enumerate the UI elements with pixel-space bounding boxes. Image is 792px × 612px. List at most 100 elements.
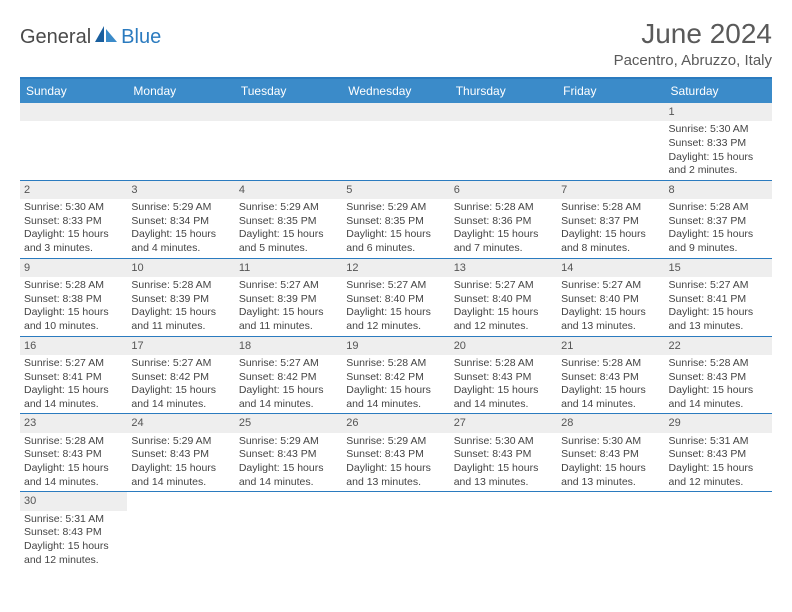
sunrise-text: Sunrise: 5:29 AM xyxy=(239,435,338,449)
calendar-cell: 28Sunrise: 5:30 AMSunset: 8:43 PMDayligh… xyxy=(557,414,664,492)
sunrise-text: Sunrise: 5:30 AM xyxy=(669,123,768,137)
daylight-text: Daylight: 15 hours and 14 minutes. xyxy=(239,384,338,411)
sunrise-text: Sunrise: 5:28 AM xyxy=(454,357,553,371)
sunrise-text: Sunrise: 5:27 AM xyxy=(669,279,768,293)
calendar-cell xyxy=(450,103,557,180)
sunset-text: Sunset: 8:43 PM xyxy=(346,448,445,462)
daylight-text: Daylight: 15 hours and 12 minutes. xyxy=(346,306,445,333)
calendar-cell: 10Sunrise: 5:28 AMSunset: 8:39 PMDayligh… xyxy=(127,258,234,336)
sunset-text: Sunset: 8:43 PM xyxy=(239,448,338,462)
day-details: Sunrise: 5:30 AMSunset: 8:43 PMDaylight:… xyxy=(450,433,557,492)
day-number: 27 xyxy=(450,414,557,432)
day-number: 16 xyxy=(20,337,127,355)
location: Pacentro, Abruzzo, Italy xyxy=(614,52,772,69)
sunset-text: Sunset: 8:43 PM xyxy=(24,526,123,540)
day-details: Sunrise: 5:27 AMSunset: 8:42 PMDaylight:… xyxy=(127,355,234,414)
day-number: 19 xyxy=(342,337,449,355)
day-number: 26 xyxy=(342,414,449,432)
day-number: 30 xyxy=(20,492,127,510)
weekday-header: Wednesday xyxy=(342,78,449,103)
day-number: 25 xyxy=(235,414,342,432)
calendar-cell: 29Sunrise: 5:31 AMSunset: 8:43 PMDayligh… xyxy=(665,414,772,492)
day-number: 4 xyxy=(235,181,342,199)
day-details: Sunrise: 5:29 AMSunset: 8:43 PMDaylight:… xyxy=(127,433,234,492)
day-details: Sunrise: 5:29 AMSunset: 8:35 PMDaylight:… xyxy=(235,199,342,258)
day-number: 17 xyxy=(127,337,234,355)
sunset-text: Sunset: 8:40 PM xyxy=(561,293,660,307)
day-number: 22 xyxy=(665,337,772,355)
daylight-text: Daylight: 15 hours and 14 minutes. xyxy=(131,384,230,411)
sunset-text: Sunset: 8:43 PM xyxy=(24,448,123,462)
calendar-cell: 3Sunrise: 5:29 AMSunset: 8:34 PMDaylight… xyxy=(127,180,234,258)
sunrise-text: Sunrise: 5:28 AM xyxy=(346,357,445,371)
day-details: Sunrise: 5:27 AMSunset: 8:40 PMDaylight:… xyxy=(342,277,449,336)
logo: General Blue xyxy=(20,24,161,50)
day-number: 15 xyxy=(665,259,772,277)
sunrise-text: Sunrise: 5:30 AM xyxy=(454,435,553,449)
day-number: 14 xyxy=(557,259,664,277)
sunrise-text: Sunrise: 5:30 AM xyxy=(561,435,660,449)
daylight-text: Daylight: 15 hours and 14 minutes. xyxy=(669,384,768,411)
sunrise-text: Sunrise: 5:28 AM xyxy=(669,357,768,371)
daylight-text: Daylight: 15 hours and 5 minutes. xyxy=(239,228,338,255)
sunset-text: Sunset: 8:35 PM xyxy=(346,215,445,229)
calendar-row: 16 Sunrise: 5:27 AM Sunset: 8:41 PM Dayligh… xyxy=(20,336,772,414)
calendar-cell: 1Sunrise: 5:30 AMSunset: 8:33 PMDaylight… xyxy=(665,103,772,180)
day-number: 5 xyxy=(342,181,449,199)
sunrise-text: Sunrise: 5:27 AM xyxy=(131,357,230,371)
sunrise-text: Sunrise: 5:27 AM xyxy=(239,279,338,293)
day-details: Sunrise: 5:29 AMSunset: 8:35 PMDaylight:… xyxy=(342,199,449,258)
day-number: 23 xyxy=(20,414,127,432)
daylight-text: Daylight: 15 hours and 3 minutes. xyxy=(24,228,123,255)
calendar-cell xyxy=(20,103,127,180)
month-title: June 2024 xyxy=(614,18,772,50)
day-details: Sunrise: 5:30 AMSunset: 8:43 PMDaylight:… xyxy=(557,433,664,492)
daylight-text: Daylight: 15 hours and 13 minutes. xyxy=(561,306,660,333)
sunset-text: Sunset: 8:40 PM xyxy=(454,293,553,307)
calendar-table: SundayMondayTuesdayWednesdayThursdayFrid… xyxy=(20,77,772,569)
sunset-text: Sunset: 8:33 PM xyxy=(669,137,768,151)
sunrise-text: Sunrise: 5:28 AM xyxy=(131,279,230,293)
sunrise-text: Sunrise: 5:28 AM xyxy=(561,201,660,215)
daylight-text: Daylight: 15 hours and 2 minutes. xyxy=(669,151,768,178)
day-details: Sunrise: 5:30 AMSunset: 8:33 PMDaylight:… xyxy=(665,121,772,180)
sunrise-text: Sunrise: 5:29 AM xyxy=(239,201,338,215)
weekday-header: Saturday xyxy=(665,78,772,103)
day-number: 11 xyxy=(235,259,342,277)
daylight-text: Daylight: 15 hours and 11 minutes. xyxy=(131,306,230,333)
daylight-text: Daylight: 15 hours and 12 minutes. xyxy=(454,306,553,333)
title-block: June 2024 Pacentro, Abruzzo, Italy xyxy=(614,18,772,69)
sunset-text: Sunset: 8:42 PM xyxy=(239,371,338,385)
sunset-text: Sunset: 8:42 PM xyxy=(346,371,445,385)
sunrise-text: Sunrise: 5:31 AM xyxy=(24,513,123,527)
daylight-text: Daylight: 15 hours and 11 minutes. xyxy=(239,306,338,333)
sail-icon xyxy=(93,24,119,50)
calendar-cell: 20Sunrise: 5:28 AMSunset: 8:43 PMDayligh… xyxy=(450,336,557,414)
calendar-cell xyxy=(557,103,664,180)
day-details: Sunrise: 5:28 AMSunset: 8:43 PMDaylight:… xyxy=(557,355,664,414)
sunset-text: Sunset: 8:38 PM xyxy=(24,293,123,307)
daylight-text: Daylight: 15 hours and 14 minutes. xyxy=(454,384,553,411)
calendar-cell: 9Sunrise: 5:28 AMSunset: 8:38 PMDaylight… xyxy=(20,258,127,336)
sunset-text: Sunset: 8:39 PM xyxy=(239,293,338,307)
sunrise-text: Sunrise: 5:27 AM xyxy=(454,279,553,293)
day-details: Sunrise: 5:27 AMSunset: 8:40 PMDaylight:… xyxy=(557,277,664,336)
calendar-row: 1Sunrise: 5:30 AMSunset: 8:33 PMDaylight… xyxy=(20,103,772,180)
sunset-text: Sunset: 8:40 PM xyxy=(346,293,445,307)
calendar-cell xyxy=(450,492,557,569)
sunset-text: Sunset: 8:36 PM xyxy=(454,215,553,229)
day-details: Sunrise: 5:31 AMSunset: 8:43 PMDaylight:… xyxy=(20,511,127,570)
sunrise-text: Sunrise: 5:29 AM xyxy=(131,201,230,215)
calendar-cell: 11 Sunrise: 5:27 AMSunset: 8:39 PMDayligh… xyxy=(235,258,342,336)
sunset-text: Sunset: 8:39 PM xyxy=(131,293,230,307)
day-number: 12 xyxy=(342,259,449,277)
day-details: Sunrise: 5:28 AMSunset: 8:39 PMDaylight:… xyxy=(127,277,234,336)
sunrise-text: Sunrise: 5:30 AM xyxy=(24,201,123,215)
sunrise-text: Sunrise: 5:28 AM xyxy=(24,435,123,449)
sunrise-text: Sunrise: 5:27 AM xyxy=(239,357,338,371)
sunset-text: Sunset: 8:41 PM xyxy=(24,371,123,385)
sunset-text: Sunset: 8:34 PM xyxy=(131,215,230,229)
daylight-text: Daylight: 15 hours and 14 minutes. xyxy=(24,462,123,489)
daylight-text: Daylight: 15 hours and 12 minutes. xyxy=(24,540,123,567)
calendar-head: SundayMondayTuesdayWednesdayThursdayFrid… xyxy=(20,78,772,103)
